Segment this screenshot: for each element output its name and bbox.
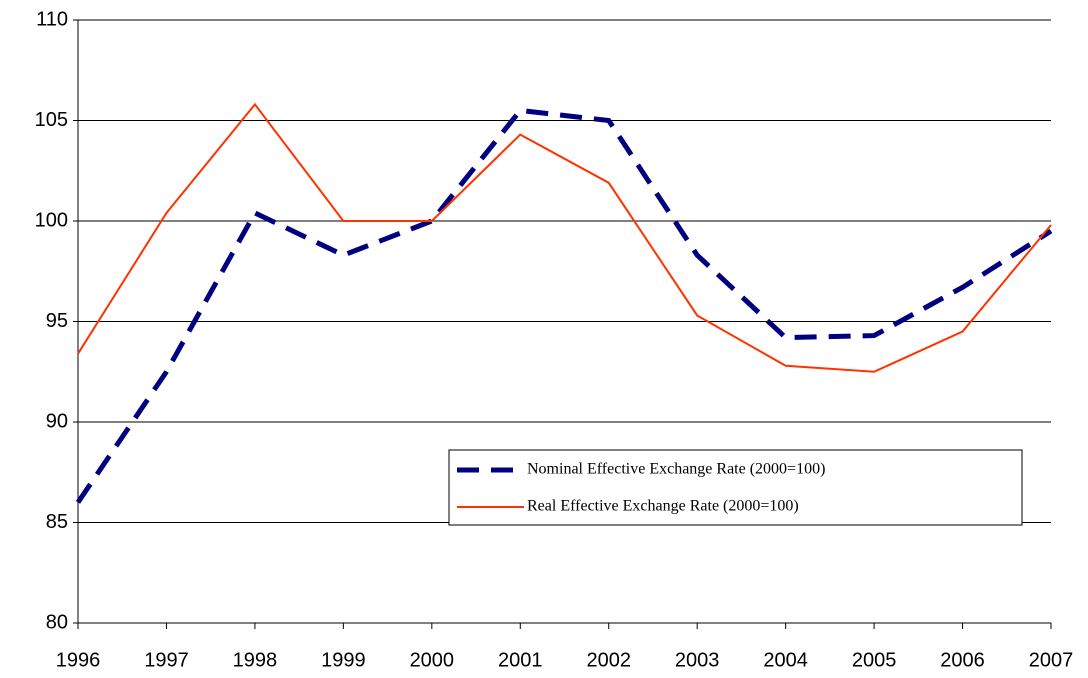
series-line	[77, 102, 1052, 373]
legend-label: Nominal Effective Exchange Rate (2000=10…	[527, 461, 825, 478]
legend-label: Real Effective Exchange Rate (2000=100)	[527, 498, 799, 515]
legend-box	[448, 449, 1023, 526]
legend: Nominal Effective Exchange Rate (2000=10…	[448, 449, 1023, 526]
x-tick-label: 1997	[144, 649, 189, 671]
x-tick-label: 2004	[763, 649, 808, 671]
x-tick-label: 1998	[233, 649, 278, 671]
y-tick-label: 80	[46, 611, 68, 633]
x-tick-label: 1999	[321, 649, 366, 671]
x-tick-label: 2003	[675, 649, 720, 671]
x-tick-label: 2007	[1029, 649, 1074, 671]
y-tick-label: 90	[46, 410, 68, 432]
series-line	[75, 107, 1053, 504]
x-tick-label: 2002	[586, 649, 631, 671]
x-tick-label: 2005	[852, 649, 897, 671]
x-tick-label: 2000	[410, 649, 455, 671]
x-tick-label: 2001	[498, 649, 543, 671]
x-tick-label: 2006	[940, 649, 985, 671]
y-tick-label: 85	[46, 511, 68, 533]
y-tick-label: 110	[36, 8, 68, 30]
y-tick-label: 105	[35, 109, 68, 131]
y-tick-label: 95	[46, 310, 68, 332]
y-tick-label: 100	[35, 209, 68, 231]
x-tick-label: 1996	[56, 649, 101, 671]
